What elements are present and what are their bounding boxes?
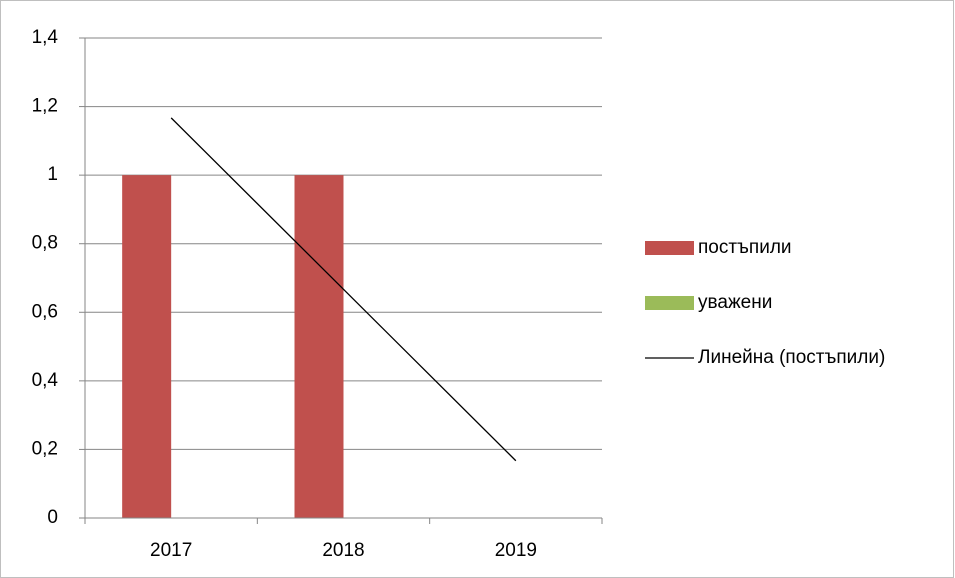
legend-swatch bbox=[645, 296, 694, 310]
x-tick-label: 2017 bbox=[150, 540, 192, 561]
legend-label: Линейна (постъпили) bbox=[698, 347, 885, 368]
y-tick-label: 1 bbox=[47, 164, 58, 185]
y-tick-label: 0,4 bbox=[32, 370, 59, 391]
y-tick-label: 0,8 bbox=[32, 233, 58, 254]
x-tick-label: 2019 bbox=[495, 540, 537, 561]
y-tick-label: 0,6 bbox=[32, 301, 58, 322]
legend-label: постъпили bbox=[698, 237, 792, 258]
legend-swatch bbox=[645, 241, 694, 255]
y-tick-label: 1,2 bbox=[32, 96, 58, 117]
x-tick-label: 2018 bbox=[322, 540, 364, 561]
legend-label: уважени bbox=[698, 292, 772, 313]
y-tick-label: 0,2 bbox=[32, 438, 58, 459]
bar bbox=[294, 175, 344, 518]
y-tick-label: 0 bbox=[47, 507, 58, 528]
bar bbox=[122, 175, 172, 518]
trend-line bbox=[170, 117, 517, 462]
y-tick-label: 1,4 bbox=[32, 27, 59, 48]
